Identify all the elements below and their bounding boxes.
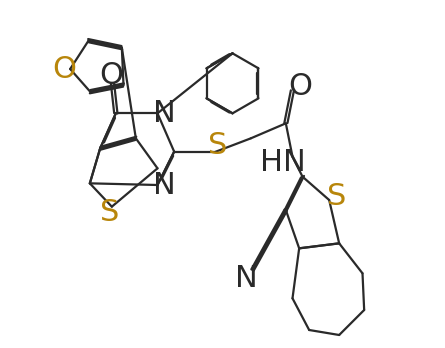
Text: S: S bbox=[208, 131, 227, 160]
Text: O: O bbox=[99, 62, 123, 90]
Text: O: O bbox=[288, 72, 312, 101]
Text: O: O bbox=[52, 55, 76, 84]
Text: HN: HN bbox=[259, 148, 305, 177]
Text: N: N bbox=[235, 264, 258, 293]
Text: S: S bbox=[327, 182, 346, 211]
Text: S: S bbox=[101, 198, 120, 227]
Text: N: N bbox=[154, 171, 176, 199]
Text: N: N bbox=[154, 99, 176, 128]
